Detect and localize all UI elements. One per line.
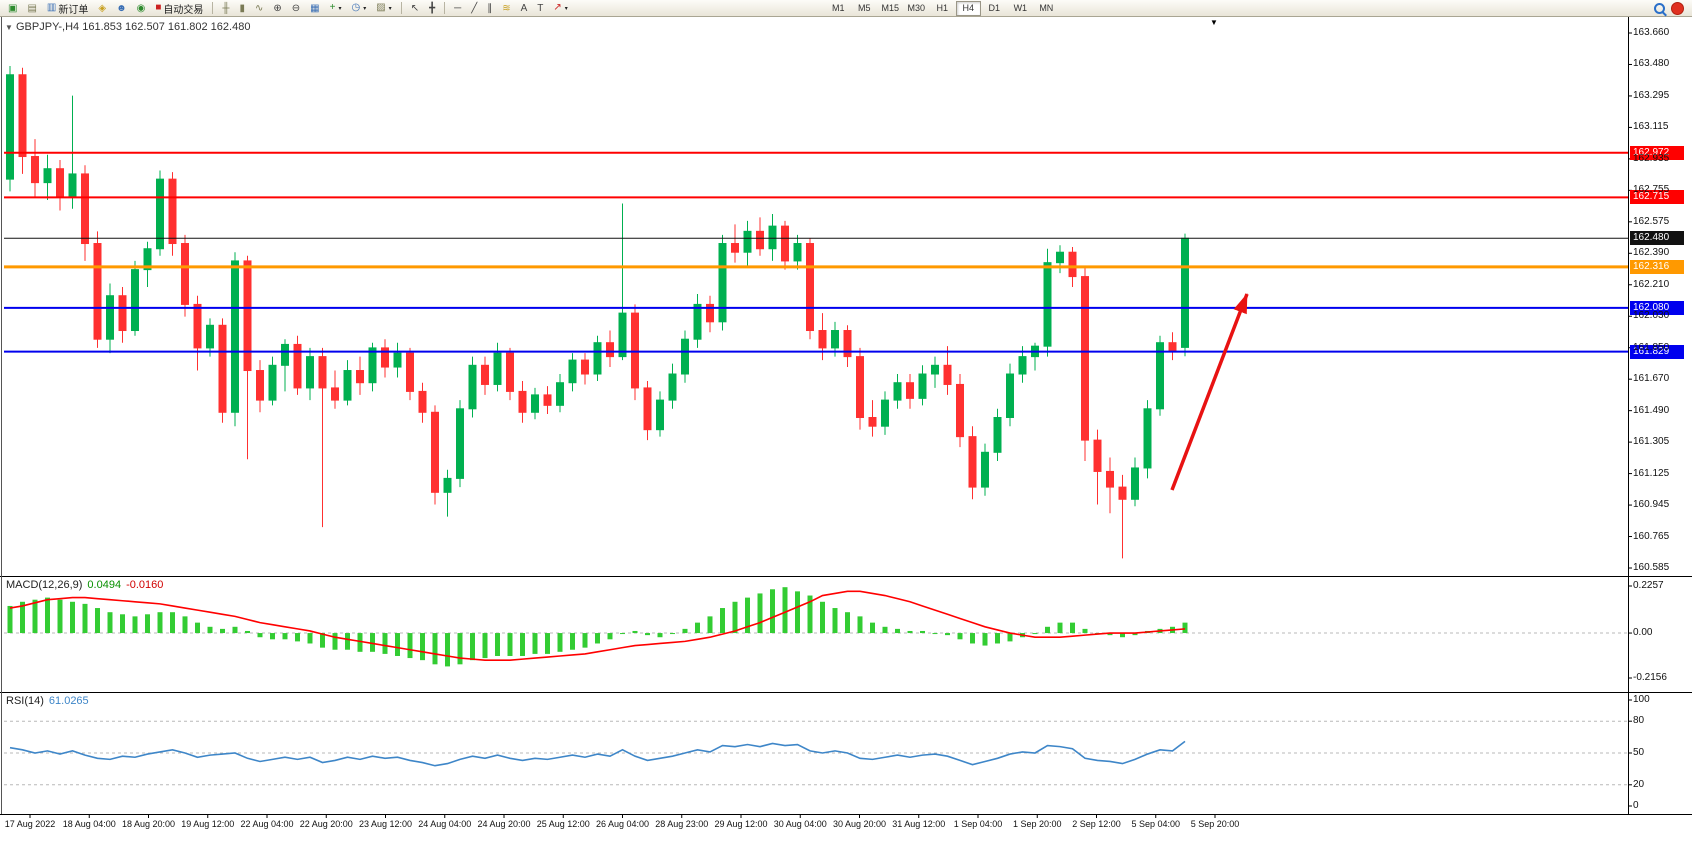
macd-histogram bbox=[7, 587, 1188, 667]
arrows-tool-icon: ↗ bbox=[553, 2, 562, 13]
trend-arrow-annotation[interactable] bbox=[1170, 293, 1249, 491]
notification-badge[interactable] bbox=[1671, 1, 1684, 15]
line-chart-mode-button[interactable]: ∿ bbox=[254, 2, 264, 14]
toolbar-separator bbox=[212, 2, 214, 14]
autotrading-button[interactable]: ■ 自动交易 bbox=[151, 0, 207, 17]
channel-tool-button[interactable]: ∥ bbox=[487, 2, 493, 14]
toolbar-right-group bbox=[1654, 1, 1688, 15]
timeframe-button-H4[interactable]: H4 bbox=[955, 0, 981, 16]
caret-icon: ▾ bbox=[564, 5, 568, 12]
periods-clock-icon: ◷ bbox=[351, 2, 361, 13]
timeframe-button-M5[interactable]: M5 bbox=[858, 2, 871, 13]
caret-icon: ▾ bbox=[338, 5, 342, 12]
caret-icon: ▾ bbox=[363, 5, 367, 12]
text-tool-button[interactable]: A bbox=[520, 2, 528, 14]
mql5-button[interactable]: ◉ bbox=[136, 2, 146, 14]
bar-chart-mode-button[interactable]: ╫ bbox=[222, 2, 230, 14]
macd-signal-line bbox=[9, 590, 1186, 661]
new-order-icon: ▥ bbox=[46, 2, 57, 13]
zoom-out-button[interactable]: ⊖ bbox=[291, 2, 301, 14]
arrows-tool-button[interactable]: ↗ ▾ bbox=[549, 0, 571, 17]
timeframe-button-W1[interactable]: W1 bbox=[1013, 2, 1028, 13]
fibonacci-tool-button[interactable]: ≋ bbox=[502, 2, 511, 14]
timeframe-button-D1[interactable]: D1 bbox=[988, 2, 1001, 13]
timeframe-button-MN[interactable]: MN bbox=[1039, 2, 1054, 13]
toolbar-separator bbox=[444, 2, 446, 14]
new-chart-button[interactable]: ▣ bbox=[8, 2, 18, 14]
periods-button[interactable]: ◷ ▾ bbox=[347, 0, 370, 17]
label-tool-button[interactable]: T bbox=[537, 2, 544, 14]
metaeditor-button[interactable]: ◈ bbox=[98, 2, 107, 14]
trendline-tool-button[interactable]: ╱ bbox=[471, 2, 478, 14]
toolbar: ▣ ▤ ▥ 新订单 ◈ ☻ ◉ ■ 自动交易 ╫ ▮ ∿ ⊕ ⊖ ▦ + ▾ ◷… bbox=[0, 0, 1692, 17]
cursor-tool-button[interactable]: ↖ bbox=[410, 2, 420, 14]
timeframe-button-M15[interactable]: M15 bbox=[881, 2, 900, 13]
templates-icon: ▨ bbox=[376, 2, 386, 13]
candles bbox=[6, 66, 1189, 559]
community-button[interactable]: ☻ bbox=[116, 2, 127, 14]
timeframe-button-H1[interactable]: H1 bbox=[936, 2, 949, 13]
new-order-label: 新订单 bbox=[58, 4, 89, 16]
templates-button[interactable]: ▨ ▾ bbox=[372, 0, 395, 17]
candlestick-mode-button[interactable]: ▮ bbox=[239, 2, 245, 14]
new-order-button[interactable]: ▥ 新订单 bbox=[43, 0, 92, 17]
rsi-line bbox=[9, 740, 1186, 767]
indicators-button[interactable]: + ▾ bbox=[326, 0, 346, 17]
timeframe-button-M1[interactable]: M1 bbox=[832, 2, 845, 13]
zoom-in-button[interactable]: ⊕ bbox=[273, 2, 282, 14]
timeframe-toolbar: M1 M5 M15 M30 H1 H4 D1 W1 MN bbox=[826, 0, 1059, 16]
indicators-icon: + bbox=[329, 2, 336, 13]
search-icon[interactable] bbox=[1654, 2, 1665, 14]
horizontal-line-tool-button[interactable]: ─ bbox=[454, 2, 462, 14]
crosshair-tool-button[interactable]: ╋ bbox=[429, 2, 436, 14]
autotrading-icon: ■ bbox=[155, 2, 162, 13]
toolbar-separator bbox=[400, 2, 402, 14]
profiles-button[interactable]: ▤ bbox=[27, 2, 37, 14]
timeframe-button-M30[interactable]: M30 bbox=[907, 2, 926, 13]
autotrading-label: 自动交易 bbox=[163, 4, 204, 16]
caret-icon: ▾ bbox=[388, 5, 392, 12]
tile-windows-button[interactable]: ▦ bbox=[310, 2, 320, 14]
